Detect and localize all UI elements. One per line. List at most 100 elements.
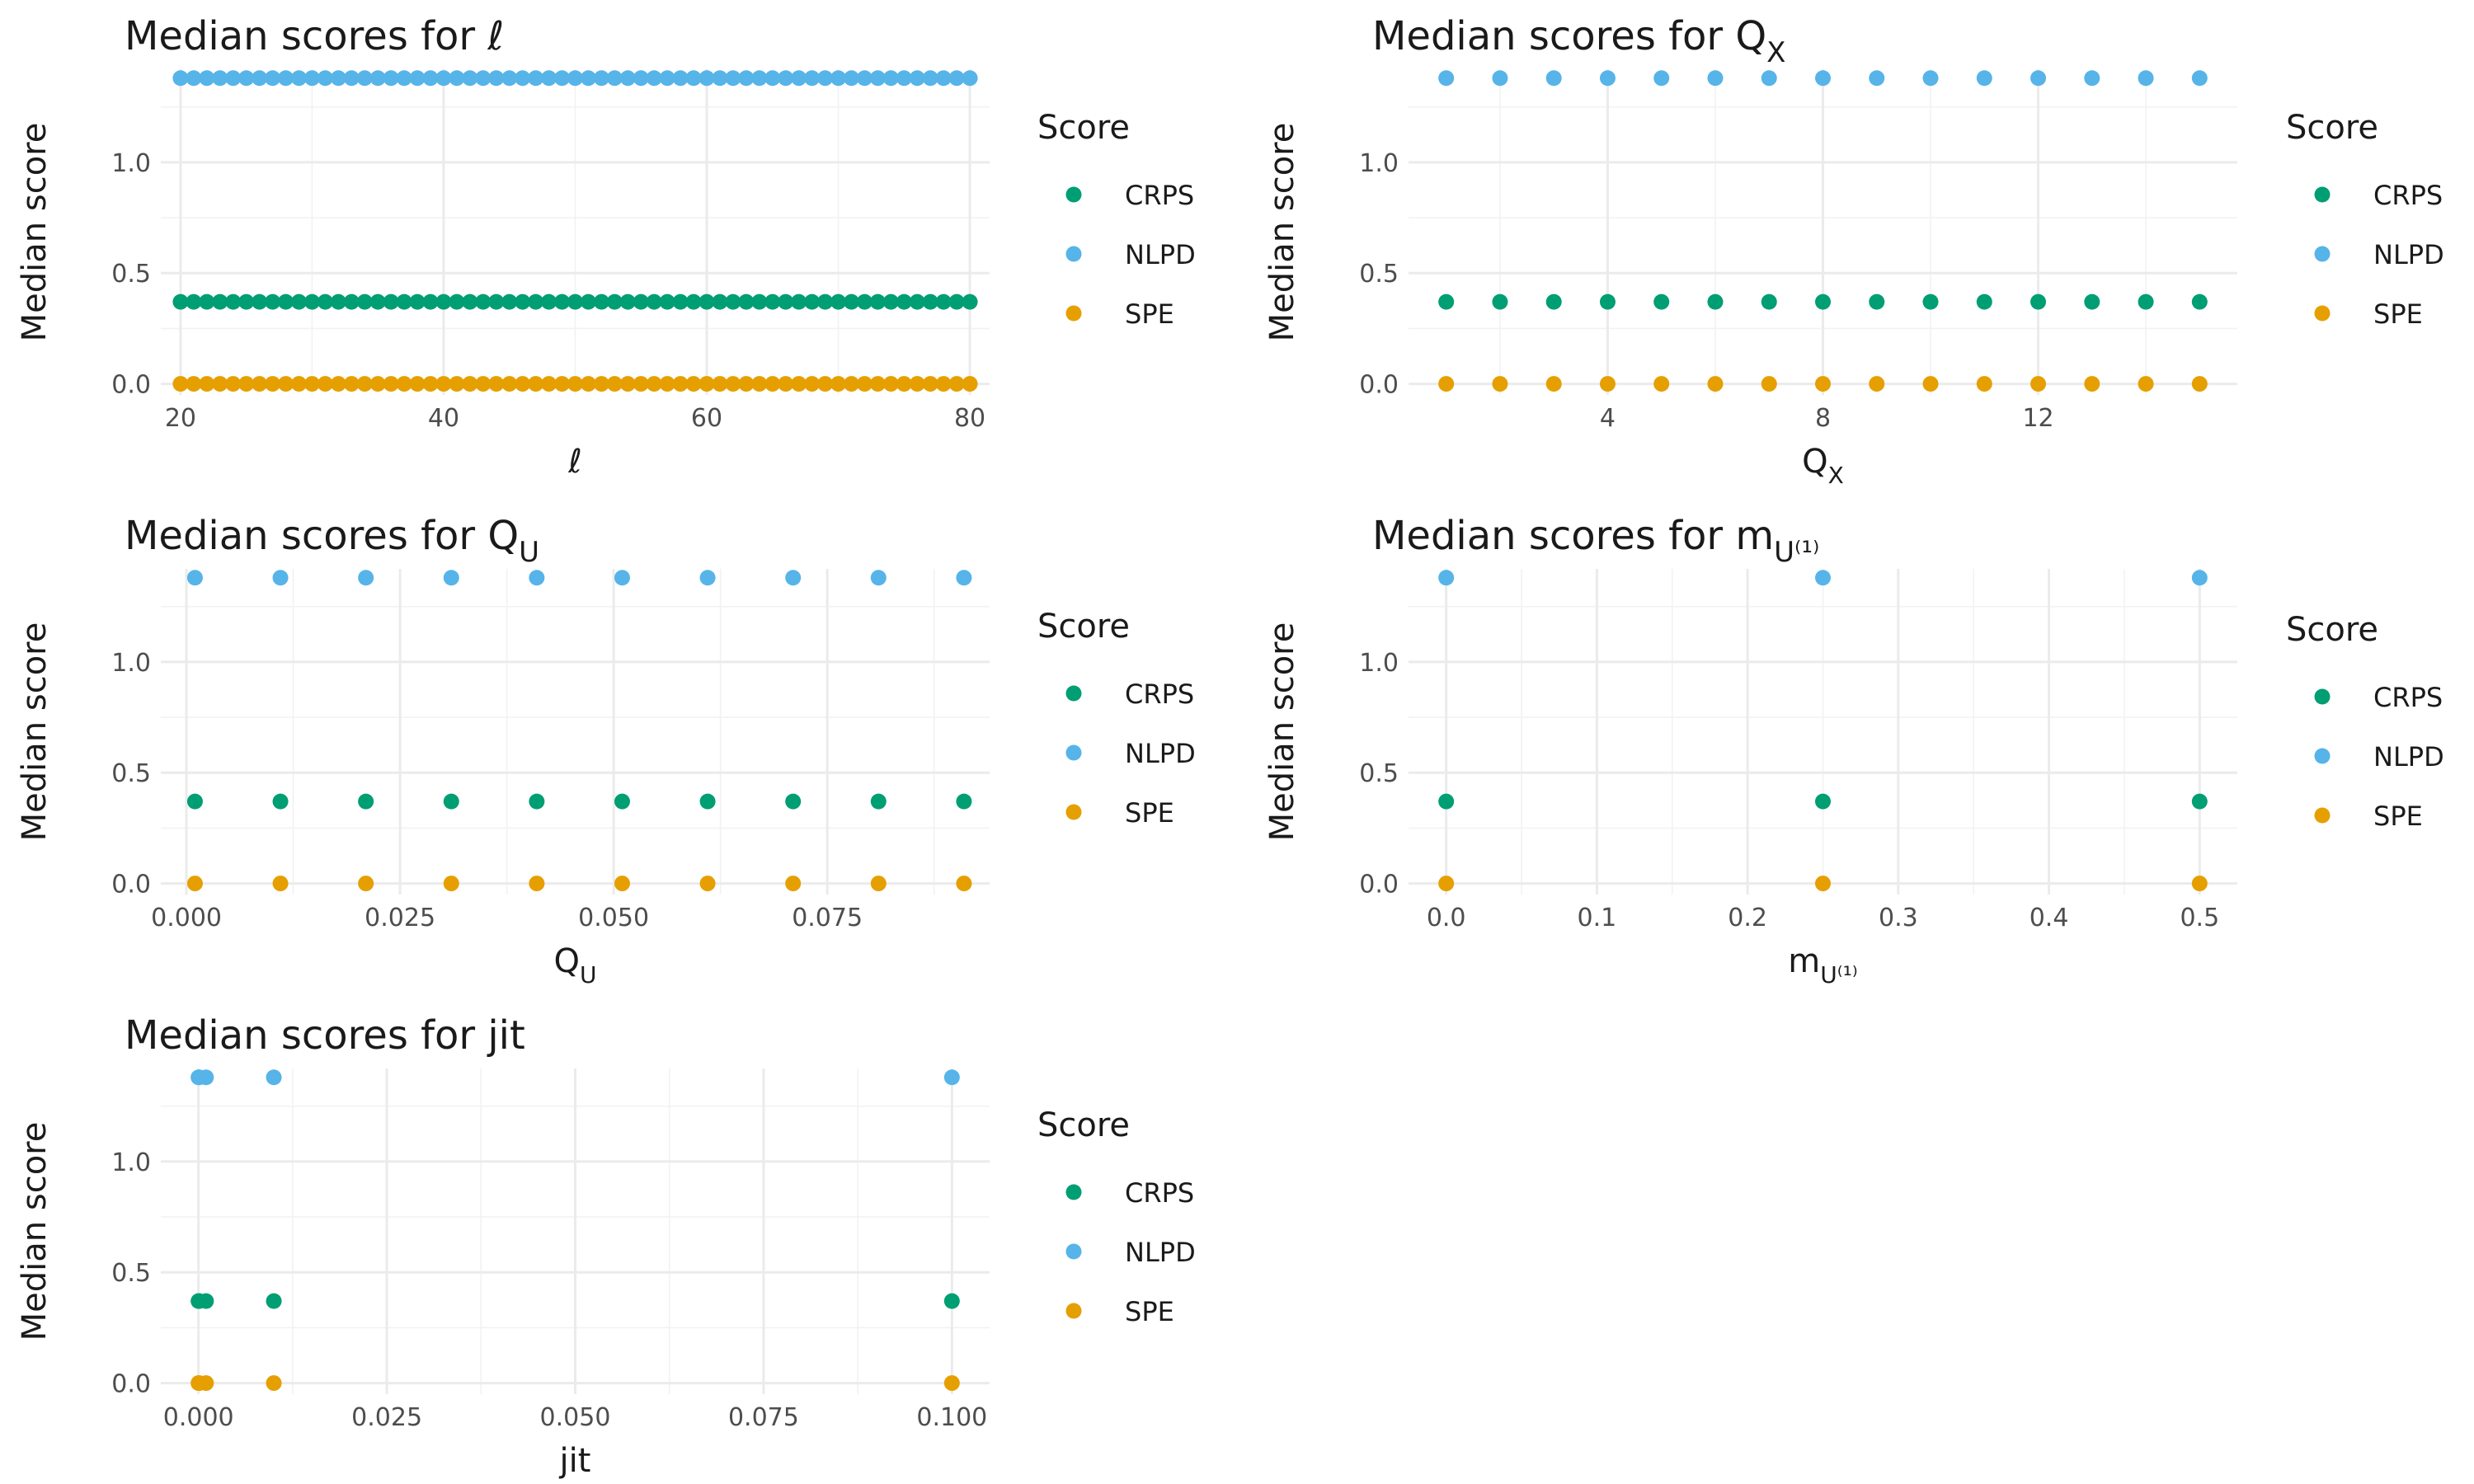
panel-title: Median scores for ℓ: [125, 13, 504, 59]
panel-title: Median scores for mU⁽¹⁾: [1372, 513, 1819, 569]
point-spe: [956, 876, 972, 892]
point-nlpd: [2030, 70, 2047, 87]
point-spe: [369, 376, 386, 392]
point-spe: [462, 376, 478, 392]
point-nlpd: [475, 70, 492, 87]
point-spe: [443, 876, 459, 892]
x-tick-label: 0.050: [540, 1403, 611, 1432]
x-tick-label: 0.075: [728, 1403, 799, 1432]
point-spe: [870, 876, 887, 892]
y-tick-label: 1.0: [111, 1148, 151, 1177]
point-crps: [317, 294, 333, 310]
point-crps: [330, 294, 346, 310]
point-crps: [2084, 294, 2100, 310]
point-spe: [1438, 376, 1455, 392]
point-spe: [948, 376, 965, 392]
legend-title: Score: [2286, 611, 2378, 649]
point-nlpd: [2138, 70, 2154, 87]
point-spe: [943, 1375, 960, 1392]
text-subscript: X: [1766, 36, 1785, 69]
x-tick-label: 60: [691, 404, 722, 433]
x-axis-title: QX: [1802, 443, 1844, 489]
point-crps: [515, 294, 531, 310]
point-crps: [882, 294, 899, 310]
point-spe: [712, 376, 728, 392]
point-spe: [580, 376, 596, 392]
point-nlpd: [856, 70, 872, 87]
point-crps: [699, 793, 716, 810]
legend-key-spe: [1065, 1303, 1082, 1319]
point-spe: [619, 376, 636, 392]
point-spe: [529, 876, 545, 892]
panel-jit: Median scores for jit 0.000 0.025 0.050 0.07…: [16, 1012, 1196, 1480]
y-tick-label: 0.5: [111, 759, 151, 788]
point-spe: [383, 376, 399, 392]
point-spe: [778, 376, 794, 392]
point-nlpd: [909, 70, 925, 87]
point-spe: [501, 376, 518, 392]
point-crps: [614, 793, 630, 810]
point-crps: [554, 294, 571, 310]
point-spe: [356, 376, 373, 392]
point-crps: [1815, 793, 1831, 810]
point-nlpd: [343, 70, 360, 87]
point-spe: [659, 376, 675, 392]
y-tick-label: 0.5: [111, 1259, 151, 1288]
legend-key-spe: [1065, 305, 1082, 322]
legend-label: CRPS: [2373, 180, 2443, 211]
point-spe: [567, 376, 583, 392]
point-spe: [265, 376, 281, 392]
point-crps: [606, 294, 623, 310]
point-spe: [606, 376, 623, 392]
x-tick-label: 0.3: [1879, 904, 1918, 932]
point-nlpd: [225, 70, 242, 87]
point-nlpd: [515, 70, 531, 87]
point-crps: [2191, 793, 2208, 810]
point-spe: [198, 1375, 214, 1392]
point-spe: [2138, 376, 2154, 392]
point-crps: [475, 294, 492, 310]
legend-key-nlpd: [2314, 246, 2331, 262]
point-crps: [896, 294, 912, 310]
legend-key-nlpd: [2314, 748, 2331, 764]
point-spe: [212, 376, 228, 392]
legend-key-spe: [2314, 305, 2331, 322]
point-spe: [2191, 876, 2208, 892]
point-nlpd: [699, 570, 716, 586]
point-crps: [449, 294, 465, 310]
point-spe: [475, 376, 492, 392]
point-crps: [633, 294, 649, 310]
point-crps: [830, 294, 847, 310]
x-axis-title: jit: [559, 1442, 591, 1480]
point-nlpd: [462, 70, 478, 87]
x-tick-label: 0.050: [578, 904, 649, 932]
point-crps: [619, 294, 636, 310]
point-nlpd: [1492, 70, 1508, 87]
legend-title: Score: [1037, 608, 1130, 646]
point-spe: [922, 376, 938, 392]
point-crps: [646, 294, 662, 310]
x-tick-label: 0.1: [1578, 904, 1617, 932]
x-axis-title: ℓ: [567, 443, 582, 481]
point-crps: [252, 294, 268, 310]
point-crps: [199, 294, 215, 310]
point-crps: [343, 294, 360, 310]
point-nlpd: [712, 70, 728, 87]
point-spe: [554, 376, 571, 392]
point-crps: [1707, 294, 1724, 310]
y-tick-label: 0.0: [1359, 371, 1399, 400]
point-crps: [856, 294, 872, 310]
point-spe: [2191, 376, 2208, 392]
point-nlpd: [1815, 70, 1831, 87]
point-spe: [804, 376, 821, 392]
x-tick-label: 0.000: [163, 1403, 234, 1432]
point-spe: [199, 376, 215, 392]
legend-label: CRPS: [2373, 682, 2443, 713]
point-spe: [409, 376, 426, 392]
point-nlpd: [272, 570, 289, 586]
panel-title: Median scores for QX: [1372, 13, 1785, 69]
point-spe: [317, 376, 333, 392]
text-main: Median scores for m: [1372, 513, 1774, 559]
point-crps: [278, 294, 294, 310]
x-tick-label: 0.075: [792, 904, 863, 932]
